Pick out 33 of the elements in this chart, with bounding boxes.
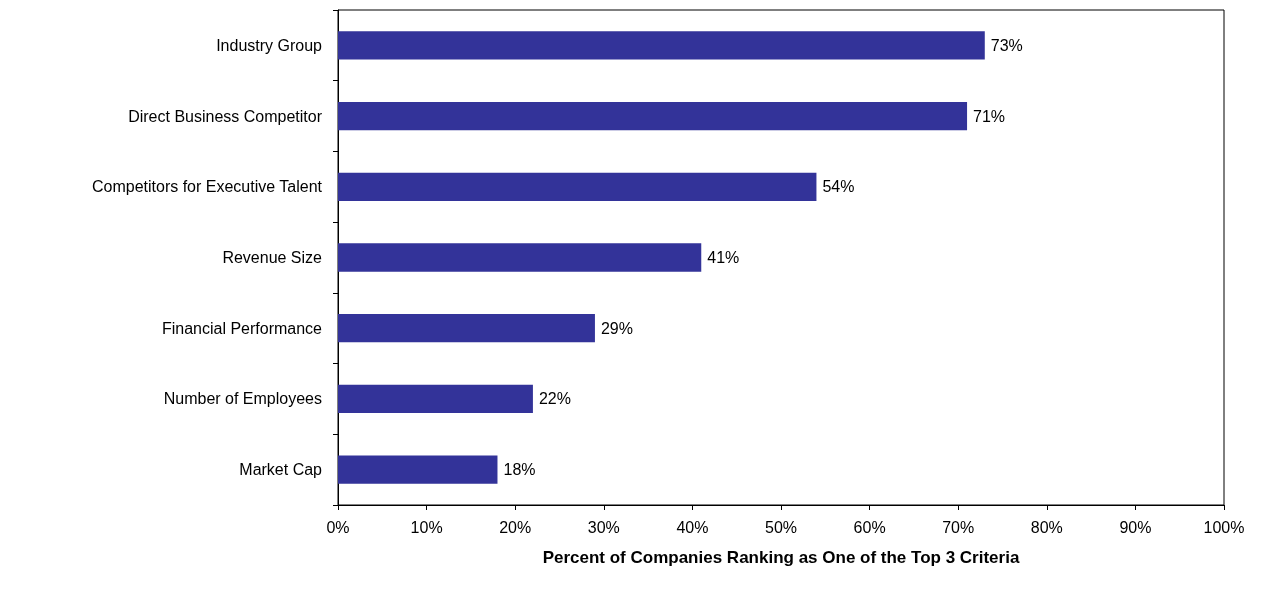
bar: [338, 243, 702, 272]
bar: [338, 101, 968, 131]
y-tick-label: Market Cap: [239, 461, 323, 479]
x-tick-label: 10%: [410, 518, 443, 536]
y-tick-label: Direct Business Competitor: [128, 107, 323, 125]
x-axis-title: Percent of Companies Ranking as One of the Top 3 Criteria: [542, 548, 1020, 567]
x-tick-label: 20%: [499, 518, 532, 536]
data-label: 71%: [973, 107, 1006, 125]
x-tick-label: 40%: [676, 518, 709, 536]
data-label: 29%: [600, 319, 633, 337]
x-tick-label: 0%: [326, 518, 350, 536]
data-label: 18%: [503, 461, 536, 479]
x-tick-label: 30%: [587, 518, 620, 536]
bar: [338, 31, 985, 60]
data-label: 54%: [822, 178, 855, 196]
x-tick-label: 100%: [1203, 518, 1245, 536]
data-label: 41%: [707, 249, 740, 266]
x-tick-label: 70%: [942, 518, 975, 536]
x-tick-label: 60%: [853, 518, 886, 536]
y-tick-label: Revenue Size: [222, 249, 323, 266]
y-tick-label: Competitors for Executive Talent: [91, 178, 323, 196]
x-tick-label: 50%: [764, 518, 798, 536]
y-tick-label: Financial Performance: [161, 319, 323, 337]
x-tick-label: 80%: [1030, 518, 1063, 536]
data-label: 73%: [990, 36, 1023, 54]
bar: [338, 314, 595, 343]
bar: [338, 455, 498, 484]
bar: [338, 384, 533, 414]
y-tick-label: Number of Employees: [163, 390, 322, 408]
x-tick-label: 90%: [1119, 518, 1152, 536]
bar: [338, 172, 817, 201]
y-tick-label: Industry Group: [216, 36, 323, 54]
data-label: 22%: [538, 390, 571, 408]
